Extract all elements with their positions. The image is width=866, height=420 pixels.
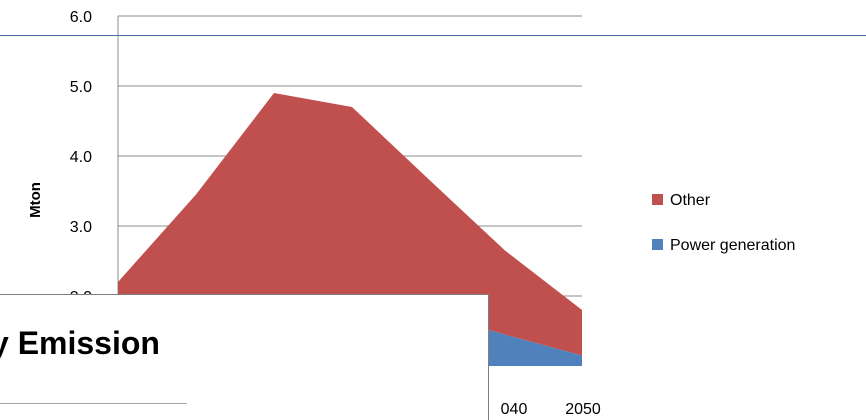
legend: Other Power generation — [652, 192, 795, 254]
legend-item: Power generation — [652, 237, 795, 254]
y-axis-title: Mton — [27, 182, 44, 218]
x-tick-label: 040 — [501, 401, 528, 418]
legend-swatch — [652, 239, 663, 250]
x-axis-ticks: 040 2050 — [501, 401, 601, 418]
legend-swatch — [652, 194, 663, 205]
y-tick-label: 4.0 — [70, 149, 92, 166]
title-overlay-panel: y Emission — [0, 294, 489, 420]
y-tick-label: 5.0 — [70, 79, 92, 96]
legend-label: Other — [670, 192, 711, 209]
legend-label: Power generation — [670, 237, 795, 254]
overlay-divider — [0, 403, 187, 404]
y-axis-ticks: 2.03.04.05.06.0 — [70, 9, 92, 306]
slide-header-rule — [0, 35, 866, 36]
overlay-title: y Emission — [0, 325, 160, 361]
y-tick-label: 6.0 — [70, 9, 92, 26]
legend-item: Other — [652, 192, 711, 209]
x-tick-label: 2050 — [565, 401, 601, 418]
y-tick-label: 3.0 — [70, 219, 92, 236]
